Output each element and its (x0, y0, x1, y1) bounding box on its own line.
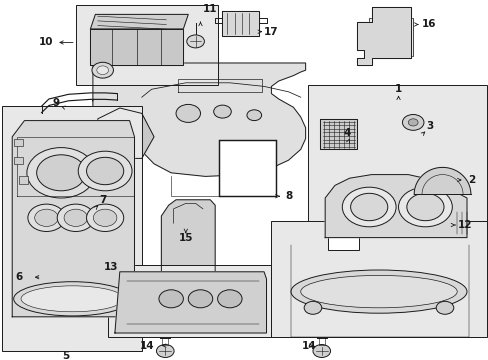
Circle shape (156, 345, 174, 357)
Circle shape (304, 301, 321, 314)
Circle shape (64, 209, 87, 226)
Circle shape (92, 62, 113, 78)
Bar (219, 140, 276, 196)
Text: 3: 3 (426, 121, 433, 131)
Text: 8: 8 (285, 191, 292, 201)
Circle shape (186, 35, 204, 48)
Circle shape (188, 290, 212, 308)
Circle shape (86, 157, 123, 185)
Circle shape (407, 119, 417, 126)
Ellipse shape (14, 282, 131, 316)
Bar (307, 85, 486, 247)
Text: 6: 6 (15, 272, 22, 282)
Circle shape (350, 193, 387, 221)
Bar (327, 232, 359, 250)
Text: 13: 13 (104, 262, 119, 272)
Circle shape (86, 204, 123, 231)
Bar (271, 221, 486, 337)
Text: 7: 7 (99, 195, 106, 205)
Ellipse shape (21, 286, 123, 312)
Circle shape (159, 290, 183, 308)
Polygon shape (222, 11, 259, 36)
Text: 4: 4 (343, 128, 350, 138)
Polygon shape (90, 14, 188, 29)
Ellipse shape (290, 270, 466, 313)
Text: 9: 9 (53, 98, 60, 108)
Polygon shape (413, 167, 470, 194)
Bar (368, 18, 412, 56)
Text: 5: 5 (62, 351, 69, 360)
Text: 16: 16 (421, 19, 436, 30)
Circle shape (312, 345, 330, 357)
Text: 10: 10 (39, 37, 54, 48)
Text: 2: 2 (468, 175, 474, 185)
Polygon shape (98, 108, 154, 158)
Polygon shape (161, 200, 215, 274)
Polygon shape (115, 272, 266, 333)
Circle shape (342, 187, 395, 227)
Circle shape (406, 193, 443, 221)
Text: 15: 15 (178, 233, 193, 243)
Circle shape (97, 66, 108, 75)
Circle shape (217, 290, 242, 308)
Circle shape (435, 301, 453, 314)
Bar (19, 176, 28, 184)
Text: 1: 1 (394, 84, 401, 94)
Circle shape (28, 204, 65, 231)
Bar (107, 265, 271, 337)
Circle shape (213, 105, 231, 118)
Bar (2, 106, 142, 351)
Circle shape (402, 114, 423, 130)
Polygon shape (90, 29, 183, 65)
Circle shape (176, 104, 200, 122)
Polygon shape (320, 119, 356, 149)
Circle shape (57, 204, 94, 231)
Bar (14, 139, 23, 146)
Circle shape (93, 209, 117, 226)
Circle shape (37, 155, 85, 191)
Polygon shape (12, 121, 134, 317)
Text: 11: 11 (203, 4, 217, 14)
Polygon shape (325, 175, 466, 238)
Text: 14: 14 (139, 341, 154, 351)
Circle shape (27, 148, 95, 198)
Circle shape (246, 110, 261, 121)
Text: 17: 17 (264, 27, 278, 37)
Circle shape (35, 209, 58, 226)
Circle shape (78, 151, 132, 191)
Bar (14, 157, 23, 164)
Text: 12: 12 (457, 220, 472, 230)
Circle shape (398, 187, 451, 227)
Bar (76, 5, 217, 85)
Polygon shape (93, 63, 305, 176)
Ellipse shape (300, 275, 456, 308)
Text: 14: 14 (301, 341, 316, 351)
Polygon shape (356, 7, 410, 65)
